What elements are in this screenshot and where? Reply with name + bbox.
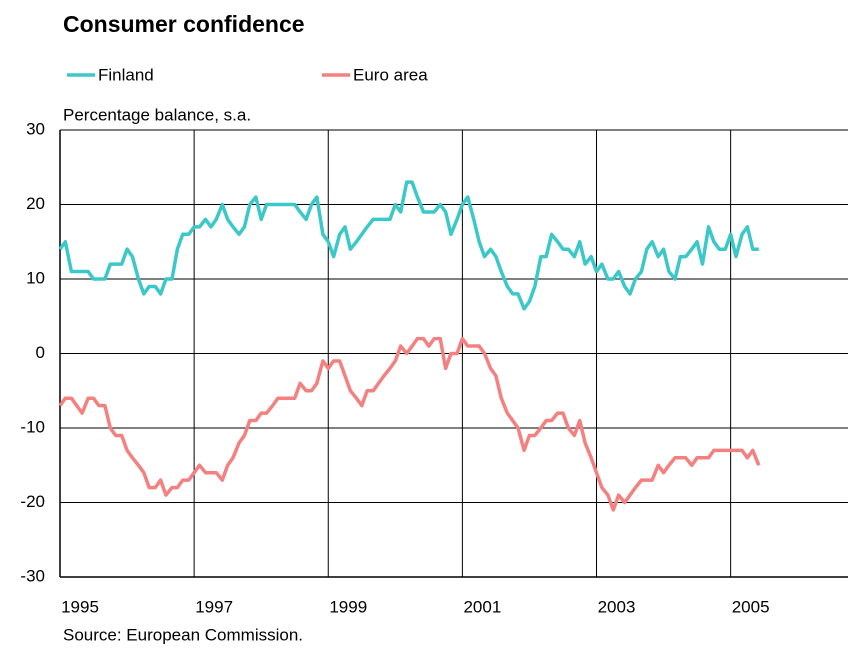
source: Source: European Commission. [63,625,303,644]
y-tick-label: 10 [26,268,45,287]
subtitle: Percentage balance, s.a. [63,105,251,124]
y-tick-label: 0 [36,343,45,362]
series-line [58,336,761,512]
series-line [58,180,759,311]
y-tick-label: -20 [20,492,45,511]
x-tick-label: 2001 [463,597,501,616]
y-tick-label: 20 [26,194,45,213]
x-tick-label: 2003 [598,597,636,616]
legend-label: Finland [98,65,154,84]
legend-label: Euro area [353,65,428,84]
chart-title: Consumer confidence [63,11,305,37]
y-tick-label: -10 [20,417,45,436]
x-tick-label: 1999 [329,597,367,616]
x-tick-label: 1995 [61,597,99,616]
y-tick-label: 30 [26,119,45,138]
x-tick-label: 1997 [195,597,233,616]
x-tick-label: 2005 [732,597,770,616]
y-tick-label: -30 [20,566,45,585]
